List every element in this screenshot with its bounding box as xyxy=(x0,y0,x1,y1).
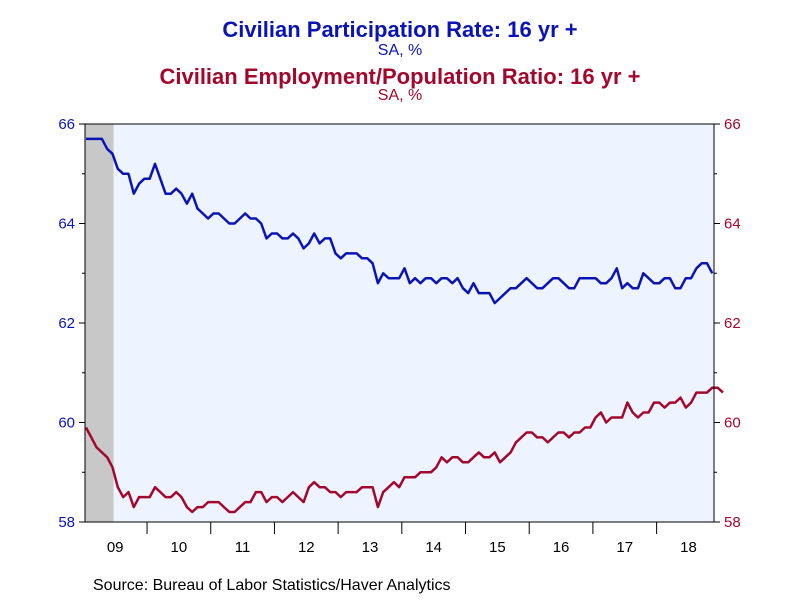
series-line-participation xyxy=(86,137,714,305)
series-lines xyxy=(84,137,724,514)
x-tick-label: 14 xyxy=(425,539,442,556)
y-tick-label-right: 66 xyxy=(724,116,741,133)
y-tick-label-left: 62 xyxy=(58,315,75,332)
x-tick-label: 10 xyxy=(171,539,188,556)
recession-shading xyxy=(85,124,114,522)
y-tick-label-left: 58 xyxy=(58,514,75,531)
chart-title-participation: Civilian Participation Rate: 16 yr + xyxy=(222,17,578,42)
x-tick-label: 17 xyxy=(616,539,633,556)
x-tick-label: 09 xyxy=(107,539,124,556)
y-tick-label-left: 64 xyxy=(58,216,75,233)
y-tick-label-left: 60 xyxy=(58,415,75,432)
chart-subtitle-employment: SA, % xyxy=(377,87,423,104)
y-tick-label-right: 62 xyxy=(724,315,741,332)
chart-subtitle-participation: SA, % xyxy=(377,42,423,59)
series-line-employment xyxy=(84,386,724,514)
chart-title-employment: Civilian Employment/Population Ratio: 16… xyxy=(159,64,641,89)
plot-area xyxy=(85,124,714,522)
x-tick-label: 12 xyxy=(298,539,315,556)
y-tick-label-right: 60 xyxy=(724,415,741,432)
source-note: Source: Bureau of Labor Statistics/Haver… xyxy=(93,577,451,594)
x-tick-label: 18 xyxy=(680,539,697,556)
y-tick-label-right: 58 xyxy=(724,514,741,531)
x-tick-label: 15 xyxy=(489,539,506,556)
x-tick-label: 13 xyxy=(362,539,379,556)
y-tick-label-right: 64 xyxy=(724,216,741,233)
x-tick-label: 16 xyxy=(553,539,570,556)
x-tick-label: 11 xyxy=(235,539,251,556)
axes: 58 58 60 60 62 62 64 64 66 66 09 10 11 12 13 14 15 16 17 18 xyxy=(58,116,740,556)
y-tick-label-left: 66 xyxy=(58,116,75,133)
